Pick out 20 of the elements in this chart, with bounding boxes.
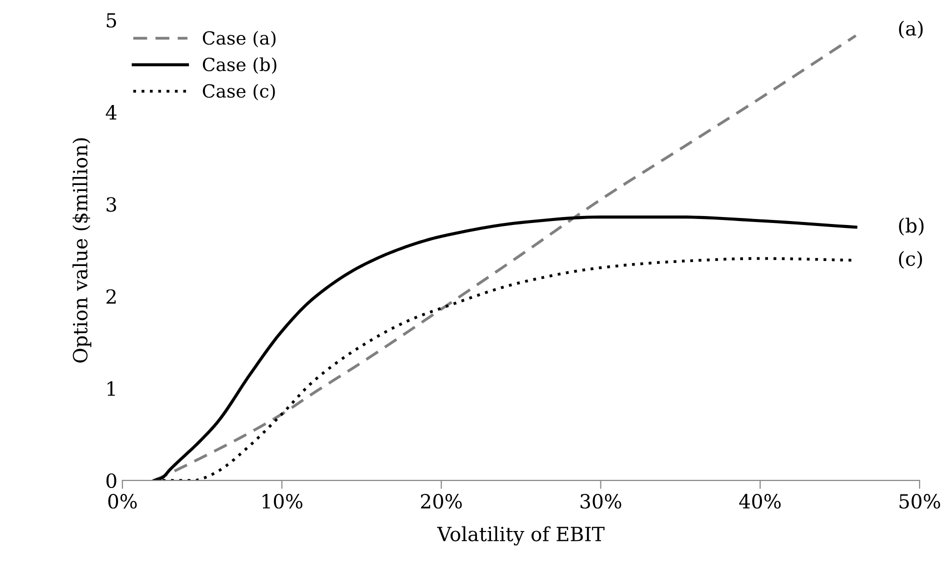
y-tick-label: 4 xyxy=(106,105,117,120)
y-tick-label: 0 xyxy=(106,473,116,488)
x-tick-label: 50% xyxy=(900,494,940,509)
x-tick-label: 30% xyxy=(580,494,622,509)
legend-label: Case (c) xyxy=(202,84,275,100)
y-tick-label: 2 xyxy=(106,289,116,304)
legend-label: Case (b) xyxy=(202,57,276,74)
legend-label: Case (a) xyxy=(202,30,276,48)
x-tick-label: 20% xyxy=(420,494,462,509)
x-tick-label: 10% xyxy=(262,494,302,509)
y-axis-title: Option value ($million) xyxy=(72,138,92,363)
y-tick-label: 3 xyxy=(106,197,116,212)
annotation: (b) xyxy=(899,218,924,236)
annotation: (a) xyxy=(899,20,923,38)
annotation: (c) xyxy=(899,250,922,269)
y-tick-label: 5 xyxy=(106,13,116,28)
y-tick-label: 1 xyxy=(108,381,115,396)
x-axis-title: Volatility of EBIT xyxy=(437,526,605,546)
x-tick-label: 0% xyxy=(108,494,137,509)
x-tick-label: 40% xyxy=(739,494,781,509)
